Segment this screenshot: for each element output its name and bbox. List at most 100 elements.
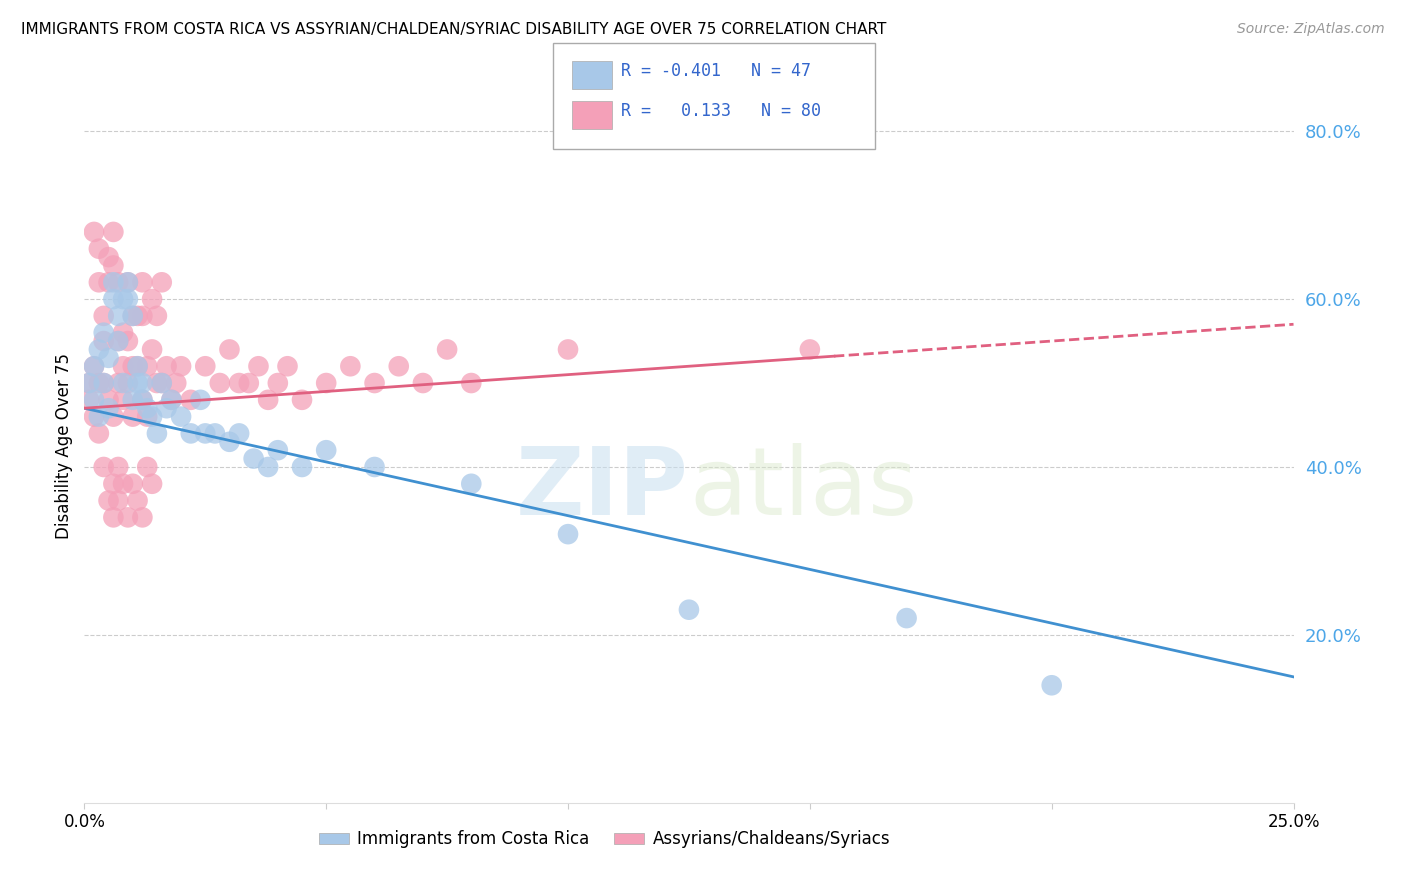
Point: [363, 376, 385, 390]
Point: [117, 275, 139, 289]
Point: [267, 443, 290, 458]
Point: [121, 476, 143, 491]
Point: [315, 443, 337, 458]
Point: [93, 334, 115, 348]
Point: [127, 376, 149, 390]
Point: [291, 392, 314, 407]
Point: [117, 275, 139, 289]
Point: [150, 376, 173, 390]
Point: [460, 476, 482, 491]
Point: [131, 376, 153, 390]
Point: [208, 376, 231, 390]
Point: [103, 259, 125, 273]
Point: [107, 460, 129, 475]
Point: [103, 292, 125, 306]
Point: [363, 460, 385, 475]
Point: [121, 309, 143, 323]
Point: [103, 275, 125, 289]
Point: [228, 376, 250, 390]
Point: [121, 409, 143, 424]
Point: [87, 343, 110, 357]
Point: [141, 409, 163, 424]
Point: [93, 460, 115, 475]
Point: [131, 275, 153, 289]
Point: [112, 326, 135, 340]
Point: [238, 376, 260, 390]
Point: [77, 392, 100, 407]
Point: [180, 426, 202, 441]
Point: [112, 292, 135, 306]
Point: [77, 376, 100, 390]
Point: [117, 334, 139, 348]
Point: [141, 476, 163, 491]
Point: [97, 275, 120, 289]
Point: [97, 351, 120, 365]
Point: [112, 392, 135, 407]
Legend: Immigrants from Costa Rica, Assyrians/Chaldeans/Syriacs: Immigrants from Costa Rica, Assyrians/Ch…: [312, 824, 897, 855]
Point: [117, 292, 139, 306]
Point: [131, 392, 153, 407]
Point: [103, 476, 125, 491]
Text: R = -0.401   N = 47: R = -0.401 N = 47: [621, 62, 811, 79]
Point: [218, 434, 240, 449]
Point: [155, 359, 177, 374]
Point: [87, 376, 110, 390]
Point: [93, 326, 115, 340]
Point: [93, 309, 115, 323]
Point: [150, 275, 173, 289]
Point: [141, 343, 163, 357]
Point: [276, 359, 298, 374]
Point: [204, 426, 226, 441]
Point: [107, 275, 129, 289]
Point: [257, 392, 280, 407]
Point: [83, 359, 105, 374]
Point: [93, 376, 115, 390]
Point: [121, 359, 143, 374]
Point: [180, 392, 202, 407]
Point: [131, 309, 153, 323]
Point: [141, 292, 163, 306]
Text: atlas: atlas: [689, 442, 917, 535]
Point: [112, 359, 135, 374]
Point: [799, 343, 821, 357]
Point: [97, 493, 120, 508]
Text: Source: ZipAtlas.com: Source: ZipAtlas.com: [1237, 22, 1385, 37]
Point: [247, 359, 270, 374]
Point: [127, 493, 149, 508]
Point: [339, 359, 361, 374]
Y-axis label: Disability Age Over 75: Disability Age Over 75: [55, 353, 73, 539]
Text: R =   0.133   N = 80: R = 0.133 N = 80: [621, 102, 821, 120]
Point: [103, 225, 125, 239]
Point: [388, 359, 411, 374]
Point: [146, 309, 169, 323]
Point: [97, 392, 120, 407]
Point: [127, 309, 149, 323]
Point: [107, 334, 129, 348]
Point: [896, 611, 918, 625]
Point: [136, 460, 159, 475]
Point: [77, 376, 100, 390]
Point: [127, 359, 149, 374]
Point: [112, 476, 135, 491]
Point: [160, 392, 183, 407]
Point: [97, 250, 120, 264]
Point: [194, 359, 217, 374]
Point: [194, 426, 217, 441]
Point: [121, 309, 143, 323]
Point: [165, 376, 187, 390]
Point: [146, 376, 169, 390]
Point: [291, 460, 314, 475]
Point: [146, 426, 169, 441]
Point: [678, 603, 700, 617]
Point: [112, 376, 135, 390]
Point: [228, 426, 250, 441]
Point: [131, 392, 153, 407]
Point: [107, 493, 129, 508]
Point: [107, 334, 129, 348]
Point: [83, 225, 105, 239]
Point: [87, 275, 110, 289]
Point: [315, 376, 337, 390]
Point: [136, 359, 159, 374]
Point: [150, 376, 173, 390]
Point: [117, 376, 139, 390]
